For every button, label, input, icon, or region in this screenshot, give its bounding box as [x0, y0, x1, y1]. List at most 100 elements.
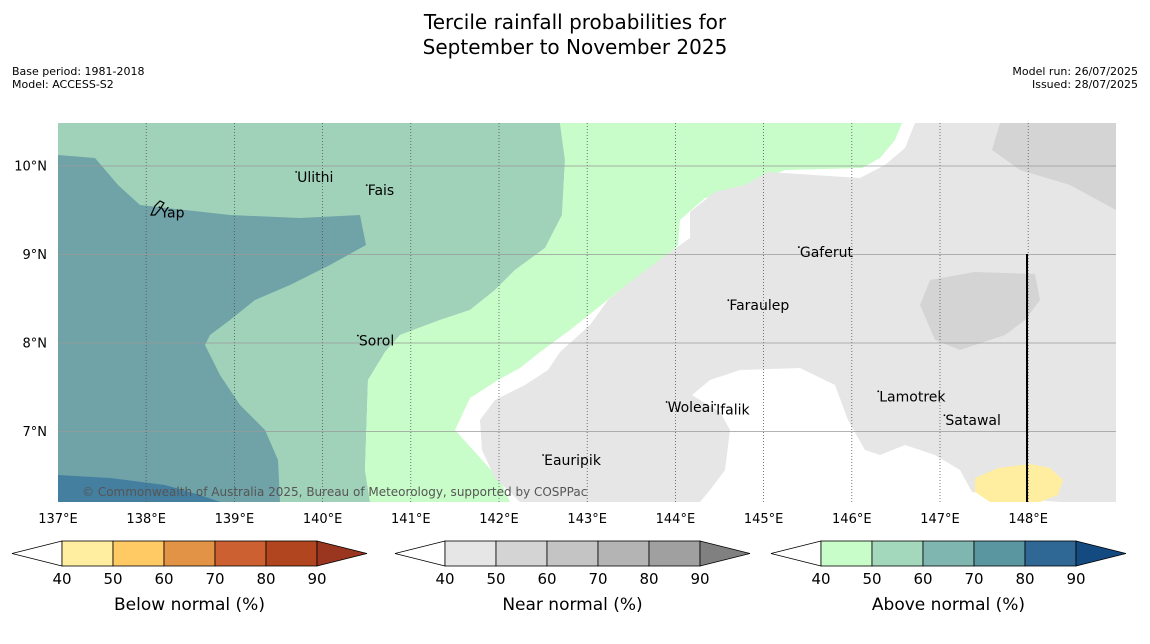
region-near-50-north: [992, 123, 1116, 210]
title-line-2: September to November 2025: [422, 35, 728, 59]
model-run: Model run: 26/07/2025: [1012, 65, 1138, 78]
lat-tick-label: 9°N: [23, 248, 48, 263]
legend-swatch: [871, 540, 924, 567]
model-name: Model: ACCESS-S2: [12, 78, 114, 91]
legend-tick-label: 40: [435, 570, 454, 588]
legend-swatch: [1024, 540, 1077, 567]
place-marker: [714, 403, 716, 406]
place-label-lamotrek: Lamotrek: [879, 389, 946, 405]
lat-tick-label: 10°N: [14, 160, 47, 175]
legend-tick-label: 70: [205, 570, 224, 588]
legend-title: Above normal (%): [872, 595, 1025, 615]
legend-tick-label: 70: [964, 570, 983, 588]
lon-tick-label: 146°E: [832, 512, 872, 527]
legend-swatch: [61, 540, 114, 567]
region-above-60: [58, 155, 366, 502]
legend-swatch: [922, 540, 975, 567]
title-line-1: Tercile rainfall probabilities for: [423, 10, 727, 34]
meta-left: Base period: 1981-2018 Model: ACCESS-S2: [12, 65, 144, 91]
legend-title: Below normal (%): [114, 595, 265, 615]
legend-tick-label: 50: [103, 570, 122, 588]
legend-swatch: [648, 540, 701, 567]
legend-tick-label: 80: [256, 570, 275, 588]
region-near-40: [480, 123, 1116, 502]
legend-under-triangle: [11, 540, 63, 567]
lat-tick-label: 7°N: [23, 425, 48, 440]
legend-tick-label: 50: [862, 570, 881, 588]
legend-swatch: [163, 540, 216, 567]
place-label-yap: Yap: [159, 205, 184, 221]
lon-tick-label: 137°E: [38, 512, 78, 527]
legend-over-triangle: [316, 540, 368, 567]
legend-swatch: [820, 540, 873, 567]
lon-tick-label: 145°E: [744, 512, 784, 527]
legend-tick-label: 40: [52, 570, 71, 588]
base-period: Base period: 1981-2018: [12, 65, 145, 78]
legends: 40 50 60 70 80 90 Below normal (%) 40 50 60 70 80 90…: [11, 540, 1127, 615]
place-marker: [295, 170, 298, 173]
legend-swatch: [112, 540, 165, 567]
legend-tick-label: 60: [537, 570, 556, 588]
lon-tick-label: 147°E: [920, 512, 960, 527]
legend-tick-label: 40: [811, 570, 830, 588]
place-marker: [727, 299, 730, 302]
legend-tick-label: 90: [1066, 570, 1085, 588]
place-labels: Yap Ulithi Fais Gaferut Faraulep Sorol Woleai I…: [158, 170, 1001, 469]
gridlines: [58, 123, 1116, 502]
legend-tick-label: 90: [307, 570, 326, 588]
place-marker: [877, 390, 880, 393]
legend-over-triangle: [699, 540, 751, 567]
region-above-70: [58, 475, 220, 502]
copyright-text: © Commonwealth of Australia 2025, Bureau…: [82, 485, 587, 499]
axis-labels: 137°E 138°E 139°E 140°E 141°E 142°E 143°E 144°E…: [14, 160, 1048, 528]
place-marker: [542, 454, 544, 456]
legend-swatch: [495, 540, 548, 567]
place-label-woleai: Woleai: [668, 400, 715, 416]
place-label-satawal: Satawal: [945, 413, 1000, 429]
region-near-50-mid: [920, 272, 1040, 350]
legend-title: Near normal (%): [502, 595, 642, 615]
legend-tick-label: 60: [154, 570, 173, 588]
legend-below-normal: 40 50 60 70 80 90 Below normal (%): [11, 540, 368, 615]
legend-swatch: [973, 540, 1026, 567]
place-label-sorol: Sorol: [359, 334, 394, 350]
lon-tick-label: 140°E: [303, 512, 343, 527]
issued-date: Issued: 28/07/2025: [1031, 78, 1138, 91]
place-marker: [797, 246, 800, 248]
legend-tick-label: 90: [690, 570, 709, 588]
legend-above-normal: 40 50 60 70 80 90 Above normal (%): [770, 540, 1127, 615]
legend-over-triangle: [1075, 540, 1127, 567]
lon-tick-label: 139°E: [215, 512, 255, 527]
legend-swatch: [214, 540, 267, 567]
legend-near-normal: 40 50 60 70 80 90 Near normal (%): [394, 540, 751, 615]
place-marker: [365, 184, 368, 187]
lat-tick-label: 8°N: [23, 337, 48, 352]
place-label-ifalik: Ifalik: [716, 403, 750, 419]
legend-tick-label: 80: [1015, 570, 1034, 588]
legend-swatch: [546, 540, 599, 567]
lon-tick-label: 144°E: [656, 512, 696, 527]
legend-swatch: [597, 540, 650, 567]
legend-tick-label: 80: [639, 570, 658, 588]
place-label-gaferut: Gaferut: [800, 245, 854, 261]
legend-under-triangle: [770, 540, 822, 567]
yap-island-outline: [150, 200, 165, 216]
place-marker: [158, 206, 161, 209]
place-marker: [356, 334, 359, 337]
lon-tick-label: 143°E: [567, 512, 607, 527]
place-label-ulithi: Ulithi: [297, 170, 333, 186]
legend-under-triangle: [394, 540, 446, 567]
lon-tick-label: 142°E: [479, 512, 519, 527]
region-above-40: [365, 123, 902, 502]
place-marker: [665, 401, 668, 403]
lon-tick-label: 148°E: [1008, 512, 1048, 527]
lon-tick-label: 141°E: [391, 512, 431, 527]
legend-swatch: [265, 540, 318, 567]
place-label-eauripik: Eauripik: [544, 453, 602, 469]
place-marker: [943, 414, 946, 417]
map-title: Tercile rainfall probabilities for Septe…: [0, 10, 1150, 60]
region-below-40: [975, 464, 1063, 502]
lon-tick-label: 138°E: [126, 512, 166, 527]
meta-right: Model run: 26/07/2025 Issued: 28/07/2025: [1012, 65, 1138, 91]
